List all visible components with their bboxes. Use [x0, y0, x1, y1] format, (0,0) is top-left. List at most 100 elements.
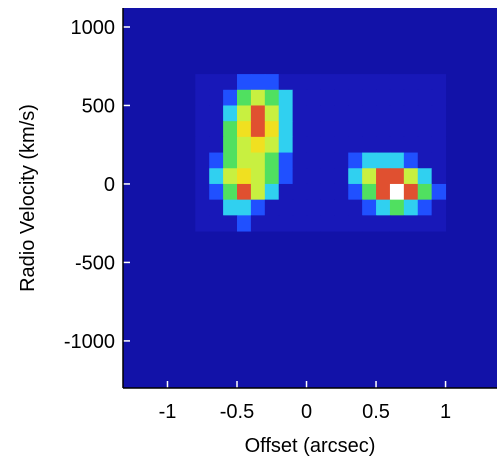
heatmap-cell: [389, 215, 405, 232]
heatmap-cell: [223, 183, 238, 201]
heatmap-cell: [389, 89, 405, 106]
heatmap-cell: [348, 199, 363, 216]
heatmap-cell: [250, 152, 266, 169]
heatmap-cell: [403, 215, 419, 232]
heatmap-cell: [417, 183, 433, 201]
heatmap-cell: [417, 89, 433, 106]
heatmap-cell: [264, 74, 280, 91]
heatmap-cell: [431, 121, 447, 138]
heatmap-cell: [362, 152, 377, 169]
heatmap-cell: [334, 183, 349, 201]
heatmap-cell: [292, 168, 308, 185]
heatmap-cell: [320, 168, 335, 185]
heatmap-cell: [306, 89, 321, 106]
heatmap-cell: [417, 136, 433, 154]
heatmap-cell: [292, 136, 308, 154]
heatmap-cell: [264, 136, 280, 154]
heatmap-cell: [376, 136, 391, 154]
heatmap-cell: [389, 136, 405, 154]
heatmap-cell: [431, 136, 447, 154]
x-tick-label: -0.5: [220, 401, 254, 423]
heatmap-cell: [264, 105, 280, 122]
heatmap-cell: [320, 183, 335, 201]
heatmap-cell: [195, 152, 210, 169]
heatmap-cell: [223, 105, 238, 122]
heatmap-cell: [376, 168, 391, 185]
heatmap-cell: [306, 74, 321, 91]
heatmap-cell: [431, 183, 447, 201]
heatmap-cell: [417, 105, 433, 122]
heatmap-cell: [362, 215, 377, 232]
heatmap-cell: [403, 89, 419, 106]
heatmap-cell: [250, 121, 266, 138]
heatmap-cell: [389, 121, 405, 138]
heatmap-cell: [403, 136, 419, 154]
heatmap-cell: [334, 215, 349, 232]
heatmap-cell: [334, 89, 349, 106]
heatmap-cell: [334, 136, 349, 154]
heatmap-cell: [431, 105, 447, 122]
heatmap-cell: [306, 199, 321, 216]
heatmap-cell: [278, 215, 294, 232]
heatmap-cell: [417, 152, 433, 169]
heatmap-cell: [334, 105, 349, 122]
heatmap-cell: [223, 199, 238, 216]
heatmap-cell: [264, 152, 280, 169]
heatmap-cell: [209, 105, 224, 122]
heatmap-cell: [237, 89, 252, 106]
heatmap-cell: [348, 105, 363, 122]
heatmap-cell: [334, 121, 349, 138]
heatmap-cell: [209, 168, 224, 185]
heatmap-cell: [223, 121, 238, 138]
heatmap-cell: [278, 121, 294, 138]
y-tick-label: 0: [104, 174, 115, 196]
heatmap-cell: [195, 136, 210, 154]
heatmap-cell: [209, 183, 224, 201]
heatmap-cell: [278, 168, 294, 185]
heatmap-cell: [417, 168, 433, 185]
heatmap-cell: [292, 105, 308, 122]
heatmap-cell: [389, 74, 405, 91]
heatmap-cell: [278, 199, 294, 216]
heatmap-cell: [348, 183, 363, 201]
heatmap-cell: [223, 215, 238, 232]
heatmap-cell: [320, 105, 335, 122]
heatmap-cell: [362, 74, 377, 91]
heatmap-cell: [334, 152, 349, 169]
heatmap-cell: [320, 152, 335, 169]
heatmap-cell: [264, 215, 280, 232]
heatmap-cell: [389, 152, 405, 169]
heatmap-cell: [348, 168, 363, 185]
heatmap-cell: [334, 168, 349, 185]
heatmap-cell: [278, 74, 294, 91]
heatmap-cell: [223, 74, 238, 91]
heatmap-cell: [264, 183, 280, 201]
heatmap-cell: [348, 215, 363, 232]
y-tick-label: 500: [82, 95, 115, 117]
heatmap-cell: [306, 168, 321, 185]
heatmap-cell: [292, 121, 308, 138]
heatmap-cell: [389, 168, 405, 185]
heatmap-cell: [376, 152, 391, 169]
heatmap-cell: [250, 199, 266, 216]
heatmap-cell: [417, 199, 433, 216]
heatmap-cell: [306, 121, 321, 138]
heatmap-cell: [376, 89, 391, 106]
heatmap-cell: [403, 199, 419, 216]
heatmap-cell: [209, 89, 224, 106]
heatmap-cell: [376, 199, 391, 216]
heatmap-cell: [320, 89, 335, 106]
heatmap-cell: [348, 74, 363, 91]
heatmap-cell: [362, 183, 377, 201]
heatmap-cell: [195, 105, 210, 122]
heatmap-cell: [195, 199, 210, 216]
heatmap-cell: [362, 89, 377, 106]
heatmap-cell: [403, 105, 419, 122]
heatmap-cell: [209, 152, 224, 169]
heatmap-cell: [320, 121, 335, 138]
heatmap-cell: [306, 136, 321, 154]
heatmap-cell: [334, 199, 349, 216]
heatmap-cell: [237, 199, 252, 216]
heatmap-cell: [306, 183, 321, 201]
